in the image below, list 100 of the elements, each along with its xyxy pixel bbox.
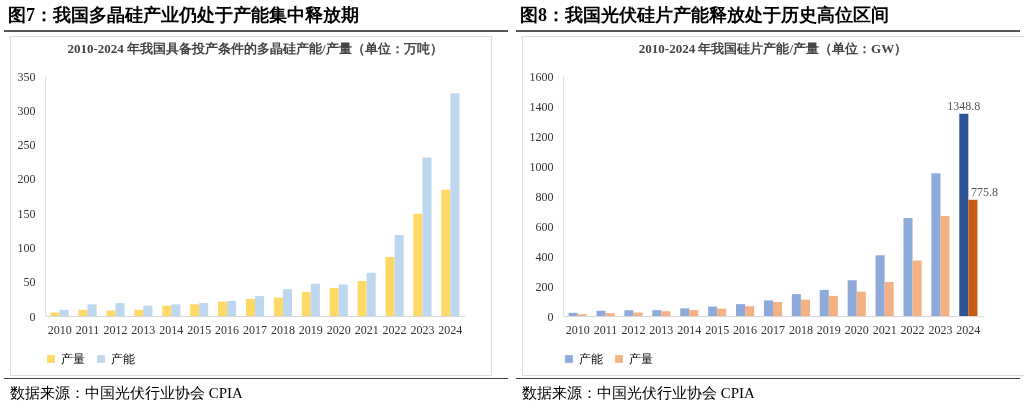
x-tick-label: 2019: [816, 322, 841, 337]
x-tick-label: 2013: [131, 322, 156, 337]
bar: [624, 310, 634, 316]
bar: [968, 199, 978, 316]
x-tick-label: 2014: [677, 322, 702, 337]
bar: [78, 309, 88, 316]
bar: [422, 157, 432, 316]
x-tick-label: 2019: [298, 322, 323, 337]
x-tick-label: 2012: [103, 322, 128, 337]
y-tick-label: 400: [535, 249, 554, 264]
x-tick-label: 2016: [215, 322, 240, 337]
bar: [227, 300, 237, 316]
y-tick-label: 1400: [529, 99, 554, 114]
bar: [912, 260, 922, 316]
bar: [134, 309, 144, 316]
x-tick-label: 2015: [187, 322, 212, 337]
bar: [338, 284, 348, 316]
data-label: 775.8: [970, 184, 998, 199]
chart-subtitle: 2010-2024 年我国硅片产能/产量（单位：GW）: [638, 41, 908, 56]
bar: [847, 280, 857, 316]
bar: [190, 304, 200, 316]
bar: [162, 305, 172, 316]
bar: [819, 289, 829, 316]
bar: [413, 213, 423, 316]
legend-label: 产能: [111, 352, 135, 366]
x-tick-label: 2024: [438, 322, 463, 337]
chart-title: 图8：我国光伏硅片产能释放处于历史高位区间: [516, 0, 1020, 32]
source-note: 数据来源：中国光伏行业协会 CPIA: [516, 378, 1020, 407]
bar: [245, 298, 255, 316]
y-tick-label: 200: [17, 172, 36, 187]
bar: [940, 215, 950, 316]
y-tick-label: 0: [29, 309, 36, 324]
y-tick-label: 250: [17, 138, 36, 153]
bar: [745, 306, 755, 316]
x-tick-label: 2023: [928, 322, 953, 337]
y-tick-label: 1200: [529, 129, 554, 144]
y-tick-label: 150: [17, 206, 36, 221]
bar: [736, 304, 746, 316]
bar: [652, 310, 662, 316]
bar: [329, 287, 339, 316]
x-tick-label: 2022: [900, 322, 925, 337]
x-tick-label: 2011: [75, 322, 100, 337]
y-tick-label: 1600: [529, 69, 554, 84]
bar: [115, 302, 125, 316]
bar: [931, 173, 941, 316]
x-tick-label: 2017: [243, 322, 267, 337]
bar: [366, 272, 376, 316]
bar: [301, 292, 311, 316]
x-tick-label: 2023: [410, 322, 435, 337]
bar: [385, 257, 395, 316]
bar: [800, 299, 810, 316]
x-tick-label: 2015: [705, 322, 730, 337]
source-note: 数据来源：中国光伏行业协会 CPIA: [4, 378, 508, 407]
bar: [605, 313, 615, 316]
bar: [596, 310, 606, 316]
legend-label: 产量: [629, 352, 653, 366]
bar: [357, 281, 367, 316]
bar: [255, 296, 265, 316]
bar: [59, 309, 69, 316]
chart-title: 图7：我国多晶硅产业仍处于产能集中释放期: [4, 0, 508, 32]
y-tick-label: 350: [17, 69, 36, 84]
bar: [394, 235, 404, 316]
bar: [310, 283, 320, 316]
x-tick-label: 2018: [788, 322, 813, 337]
y-tick-label: 600: [535, 219, 554, 234]
bar: [763, 300, 773, 316]
bar: [106, 310, 116, 316]
x-tick-label: 2012: [621, 322, 646, 337]
bar: [450, 93, 460, 316]
bar: [689, 310, 699, 316]
bar: [633, 312, 643, 316]
x-tick-label: 2021: [354, 322, 379, 337]
x-tick-label: 2014: [159, 322, 184, 337]
x-tick-label: 2022: [382, 322, 407, 337]
y-tick-label: 50: [23, 275, 36, 290]
bar: [884, 281, 894, 316]
legend-label: 产能: [579, 352, 603, 366]
bar: [856, 291, 866, 316]
bar: [282, 289, 292, 316]
y-tick-label: 800: [535, 189, 554, 204]
x-tick-label: 2013: [649, 322, 674, 337]
bar: [903, 218, 913, 316]
x-tick-label: 2021: [872, 322, 897, 337]
bar: [171, 304, 181, 316]
bar: [708, 306, 718, 316]
bar: [441, 189, 451, 316]
x-tick-label: 2020: [844, 322, 869, 337]
bar: [199, 302, 209, 316]
x-tick-label: 2017: [761, 322, 785, 337]
legend-label: 产量: [61, 352, 85, 366]
x-tick-label: 2018: [270, 322, 295, 337]
x-tick-label: 2024: [956, 322, 981, 337]
bar: [218, 301, 228, 316]
bar: [828, 295, 838, 316]
x-tick-label: 2010: [565, 322, 590, 337]
y-tick-label: 200: [535, 279, 554, 294]
bar: [273, 297, 283, 316]
bar: [791, 294, 801, 316]
bar: [680, 308, 690, 316]
bar: [773, 302, 783, 316]
